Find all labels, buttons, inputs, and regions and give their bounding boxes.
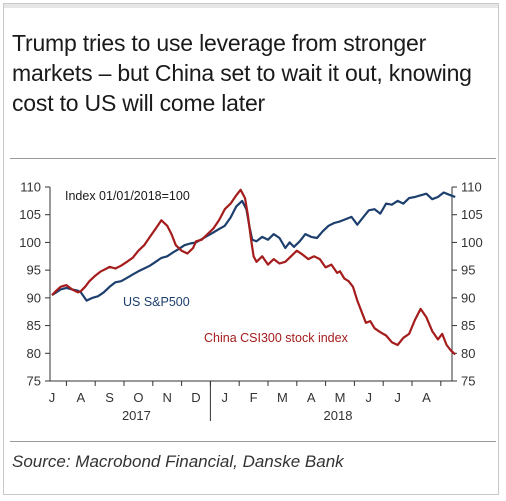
y-tick-label-right: 75	[461, 374, 475, 389]
top-rule	[4, 4, 498, 8]
x-year-label: 2017	[122, 408, 151, 423]
chart-axes	[45, 186, 457, 421]
y-tick-label-left: 85	[27, 318, 41, 333]
x-month-label: F	[250, 390, 258, 405]
y-tick-label-right: 80	[461, 346, 475, 361]
sp500-series-label: US S&P500	[123, 295, 190, 309]
x-year-label: 2018	[324, 408, 353, 423]
index-note: Index 01/01/2018=100	[65, 189, 190, 203]
x-month-label: N	[163, 390, 172, 405]
line-chart: 75 75 80 80 85 85 90 90 95 95 100 100 105 105 110 110 J A…	[19, 180, 482, 424]
x-month-label: O	[133, 390, 143, 405]
x-month-label: A	[307, 390, 316, 405]
y-tick-label-left: 75	[27, 374, 41, 389]
y-tick-label-left: 95	[27, 263, 41, 278]
chart-title: Trump tries to use leverage from stronge…	[12, 30, 472, 116]
sp500-line	[51, 191, 456, 302]
title-divider	[10, 158, 496, 159]
y-tick-label-right: 90	[461, 290, 475, 305]
x-month-label: D	[191, 390, 200, 405]
y-tick-label-left: 80	[27, 346, 41, 361]
y-tick-label-left: 90	[27, 290, 41, 305]
y-tick-label-right: 100	[461, 235, 483, 250]
chart-series	[51, 188, 456, 356]
y-tick-label-right: 95	[461, 263, 475, 278]
x-month-label: A	[76, 390, 85, 405]
x-month-label: M	[335, 390, 346, 405]
x-month-label: J	[366, 390, 373, 405]
chart-labels: 75 75 80 80 85 85 90 90 95 95 100 100 105 105 110 110 J A…	[19, 180, 482, 424]
y-tick-label-right: 110	[461, 180, 482, 195]
x-month-label: J	[222, 390, 229, 405]
chart-frame	[3, 3, 499, 495]
x-month-label: A	[422, 390, 431, 405]
x-month-label: J	[49, 390, 56, 405]
x-month-label: M	[277, 390, 288, 405]
y-tick-label-right: 85	[461, 318, 475, 333]
y-tick-label-left: 105	[19, 207, 41, 222]
x-month-label: S	[105, 390, 114, 405]
y-tick-label-left: 100	[19, 235, 41, 250]
csi300-line	[51, 188, 456, 356]
csi300-series-label: China CSI300 stock index	[204, 331, 349, 345]
source-note: Source: Macrobond Financial, Danske Bank	[12, 452, 344, 471]
y-tick-label-left: 110	[20, 180, 41, 195]
y-tick-label-right: 105	[461, 207, 483, 222]
source-divider	[10, 441, 496, 442]
x-month-label: J	[394, 390, 401, 405]
